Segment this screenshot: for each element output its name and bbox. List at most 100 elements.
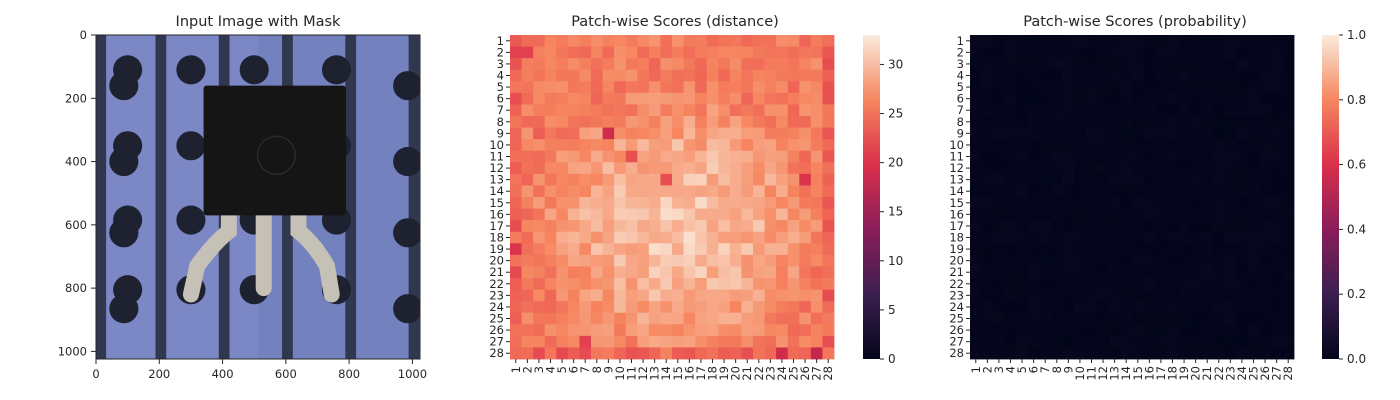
heatmap-cell	[764, 220, 777, 233]
y-tick-label: 19	[949, 242, 964, 256]
heatmap-cell	[533, 254, 546, 267]
heatmap-cell	[672, 347, 684, 360]
heatmap-cell	[799, 46, 812, 59]
board-hole	[109, 71, 139, 101]
heatmap-cell	[970, 185, 982, 198]
heatmap-cell	[1004, 266, 1017, 279]
heatmap-cell	[1166, 254, 1179, 267]
heatmap-cell	[1236, 139, 1249, 152]
heatmap-cell	[533, 150, 546, 163]
colorbar-tick-label: 1.0	[1347, 28, 1366, 42]
heatmap-cell	[1247, 35, 1260, 47]
heatmap-cell	[1108, 254, 1121, 267]
heatmap-cell	[776, 208, 789, 221]
heatmap-cell	[1027, 127, 1040, 140]
heatmap-cell	[729, 185, 742, 198]
heatmap-cell	[1062, 127, 1075, 140]
y-tick-label: 200	[65, 91, 87, 105]
heatmap-cell	[776, 104, 789, 117]
heatmap-cell	[729, 162, 742, 175]
heatmap-cell	[1189, 289, 1202, 302]
heatmap-cell	[1062, 347, 1075, 360]
heatmap-cell	[672, 46, 684, 59]
heatmap-cell	[1270, 231, 1283, 244]
heatmap-cell	[1259, 347, 1272, 360]
heatmap-cell	[753, 35, 765, 47]
y-tick-label: 15	[489, 196, 504, 210]
heatmap-cell	[1259, 139, 1272, 152]
heatmap-cell	[521, 243, 534, 256]
heatmap-cell	[1282, 69, 1295, 82]
heatmap-cell	[510, 81, 522, 94]
heatmap-cell	[1178, 301, 1191, 314]
heatmap-cell	[1213, 324, 1225, 337]
heatmap-cell	[614, 278, 627, 290]
heatmap-cell	[1270, 150, 1283, 163]
heatmap-cell	[1120, 92, 1133, 105]
input-image-x-axis: 0 200 400 600 800 1000	[92, 359, 427, 381]
heatmap-cell	[741, 35, 754, 47]
heatmap-cell	[591, 58, 603, 71]
heatmap-cell	[1016, 173, 1029, 186]
heatmap-cell	[1270, 220, 1283, 233]
heatmap-cell	[1247, 127, 1260, 140]
heatmap-cell	[1120, 254, 1133, 267]
heatmap-cell	[764, 347, 777, 360]
heatmap-cell	[799, 301, 812, 314]
heatmap-cell	[625, 127, 638, 140]
heatmap-cell	[556, 127, 569, 140]
heatmap-cell	[981, 335, 994, 348]
heatmap-cell	[1132, 173, 1144, 186]
heatmap-cell	[993, 335, 1006, 348]
x-tick-label: 9	[1061, 366, 1075, 373]
heatmap-cell	[753, 92, 765, 105]
heatmap-cell	[567, 289, 580, 302]
heatmap-cell	[1062, 69, 1075, 82]
heatmap-cell	[1201, 139, 1214, 152]
x-tick-label: 8	[1050, 366, 1064, 373]
heatmap-cell	[544, 266, 557, 279]
heatmap-cell	[981, 231, 994, 244]
heatmap-cell	[1178, 208, 1191, 221]
heatmap-cell	[1166, 347, 1179, 360]
heatmap-cell	[1074, 92, 1087, 105]
heatmap-cell	[729, 231, 742, 244]
heatmap-cell	[1247, 312, 1260, 325]
heatmap-cell	[1074, 69, 1087, 82]
heatmap-cell	[695, 139, 708, 152]
heatmap-cell	[1189, 324, 1202, 337]
heatmap-cell	[1097, 139, 1110, 152]
heatmap-cell	[625, 335, 638, 348]
heatmap-cell	[1213, 35, 1225, 47]
heatmap-cell	[1051, 69, 1063, 82]
heatmap-cell	[602, 92, 615, 105]
heatmap-cell	[776, 81, 789, 94]
heatmap-cell	[567, 278, 580, 290]
heatmap-cell	[822, 69, 835, 82]
heatmap-cell	[1027, 35, 1040, 47]
heatmap-cell	[556, 46, 569, 59]
heatmap-cell	[1189, 81, 1202, 94]
heatmap-cell	[591, 116, 603, 128]
heatmap-cell	[602, 301, 615, 314]
heatmap-cell	[970, 58, 982, 71]
heatmap-cell	[981, 139, 994, 152]
heatmap-cell	[1270, 173, 1283, 186]
heatmap-cell	[741, 254, 754, 267]
heatmap-cell	[625, 266, 638, 279]
heatmap-cell	[683, 58, 696, 71]
heatmap-cell	[521, 347, 534, 360]
heatmap-cell	[556, 185, 569, 198]
heatmap-cell	[648, 173, 661, 186]
heatmap-cell	[1074, 162, 1087, 175]
x-tick-label: 10	[1073, 366, 1087, 381]
heatmap-cell	[1213, 243, 1225, 256]
heatmap-cell	[660, 162, 673, 175]
heatmap-cell	[1132, 185, 1144, 198]
heatmap-cell	[1143, 289, 1156, 302]
heatmap-cell	[1039, 335, 1052, 348]
heatmap-cell	[579, 220, 592, 233]
heatmap-cell	[521, 220, 534, 233]
heatmap-cell	[1166, 173, 1179, 186]
heatmap-cell	[1236, 266, 1249, 279]
